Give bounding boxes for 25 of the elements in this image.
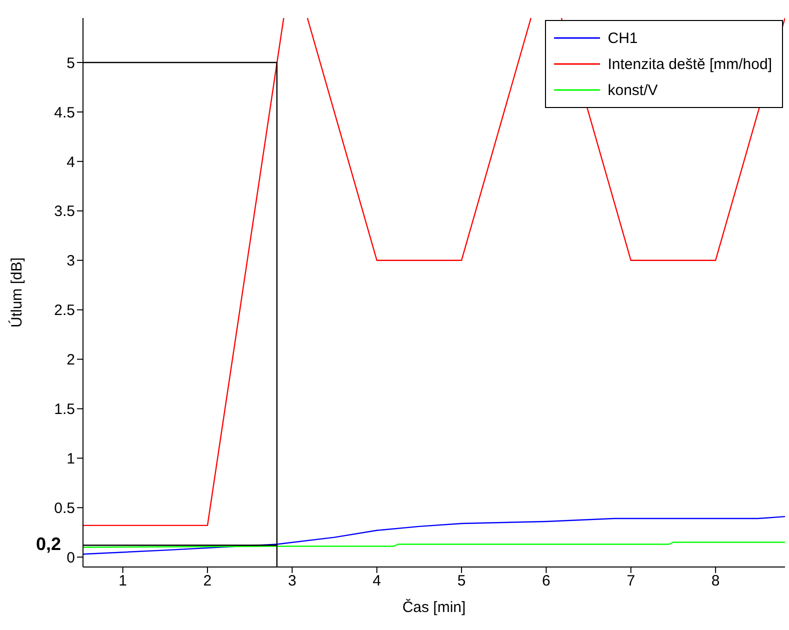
y-tick-label: 3 — [66, 252, 75, 270]
y-tick-label: 0.5 — [54, 500, 75, 517]
x-tick-label: 7 — [626, 572, 636, 590]
y-tick-label: 1.5 — [54, 401, 75, 418]
x-tick-label: 2 — [203, 572, 212, 590]
x-tick-label: 8 — [711, 572, 720, 590]
x-tick-label: 3 — [288, 572, 296, 590]
y-tick-label: 1 — [66, 450, 75, 468]
legend-label: Intenzita deště [mm/hod] — [608, 56, 772, 72]
legend-label: konst/V — [608, 82, 658, 98]
y-tick-label: 0 — [66, 549, 75, 566]
x-tick-label: 1 — [118, 572, 127, 590]
annotation: 0,2 — [36, 534, 61, 556]
y-tick-label: 2.5 — [54, 302, 75, 320]
y-tick-label: 5 — [66, 54, 75, 72]
y-tick-label: 4 — [66, 154, 75, 171]
y-tick-label: 4.5 — [54, 104, 75, 122]
legend-label: CH1 — [608, 30, 638, 46]
y-tick-label: 3.5 — [54, 203, 75, 220]
y-axis-title: Útlum [dB] — [7, 257, 26, 328]
y-tick-label: 2 — [66, 352, 75, 369]
x-tick-label: 6 — [542, 572, 550, 590]
x-tick-label: 5 — [457, 572, 466, 590]
x-axis-title: Čas [min] — [402, 598, 466, 616]
x-tick-label: 4 — [372, 572, 382, 590]
